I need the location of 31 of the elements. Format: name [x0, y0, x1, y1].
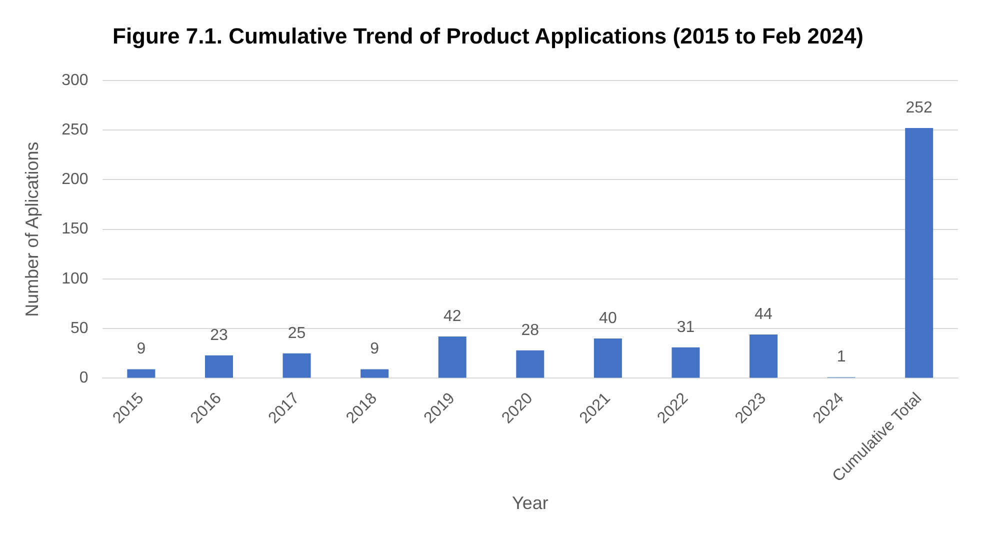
- y-tick-label: 300: [62, 72, 88, 89]
- y-tick-label: 150: [62, 220, 88, 238]
- y-tick-label: 0: [79, 370, 88, 387]
- data-label: 25: [288, 324, 306, 342]
- y-tick-label: 200: [62, 171, 88, 188]
- x-axis-title: Year: [512, 493, 548, 514]
- y-tick-label: 100: [62, 270, 88, 288]
- data-label: 1: [836, 348, 846, 366]
- bar: [438, 336, 466, 378]
- data-label: 28: [521, 322, 540, 339]
- bar: [516, 350, 544, 378]
- data-label: 9: [136, 340, 146, 358]
- bar: [360, 369, 389, 378]
- data-label: 31: [676, 318, 695, 336]
- data-label: 42: [443, 308, 462, 325]
- data-label: 9: [370, 340, 380, 358]
- bar: [905, 128, 934, 378]
- bar: [282, 353, 311, 378]
- data-label: 40: [599, 310, 617, 327]
- y-axis-title: Number of Aplications: [22, 142, 42, 317]
- data-label: 23: [210, 326, 228, 344]
- bar: [204, 355, 233, 378]
- y-tick-label: 250: [62, 121, 88, 138]
- bar: [672, 347, 700, 378]
- y-tick-label: 50: [70, 320, 88, 337]
- data-label: 44: [754, 306, 773, 323]
- bar: [594, 338, 622, 378]
- bar: [127, 369, 156, 378]
- data-label: 252: [906, 99, 933, 116]
- bar: [750, 334, 778, 378]
- chart-title: Figure 7.1. Cumulative Trend of Product Applications (2015 to Feb 2024): [112, 23, 864, 48]
